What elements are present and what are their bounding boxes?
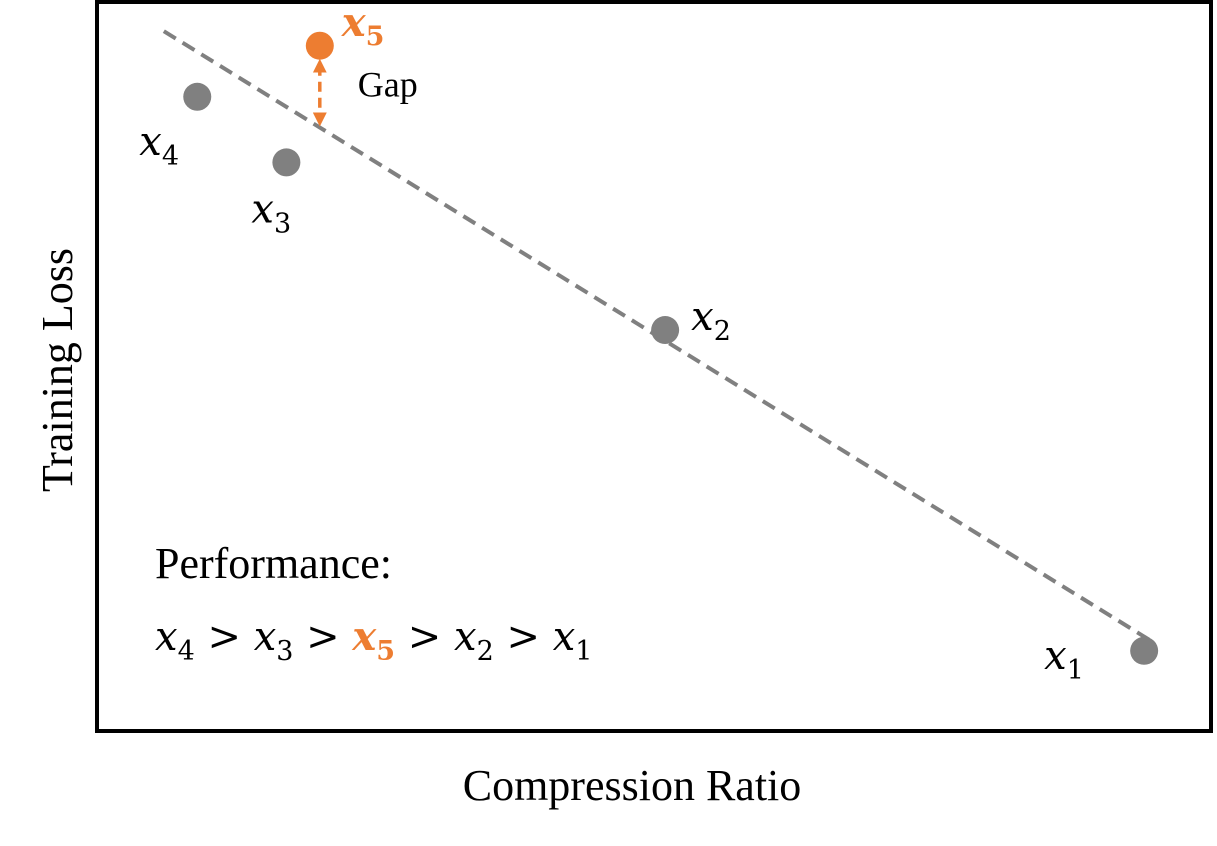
performance-order: x4 > x3 > x5 > x2 > x1 (155, 613, 592, 667)
performance-title: Performance: (155, 539, 392, 588)
plot-frame (95, 0, 1213, 733)
point-label-x1: x1 (1044, 633, 1084, 686)
point-label-x4: x4 (139, 119, 179, 172)
point-x4 (183, 82, 212, 111)
point-label-x5: x5 (341, 0, 385, 53)
point-x1 (1130, 636, 1159, 665)
gap-label: Gap (358, 65, 418, 105)
point-label-x2: x2 (691, 294, 731, 347)
x-axis-title: Compression Ratio (463, 761, 802, 810)
point-x5 (305, 31, 334, 60)
point-labels: x1 x2 x3 x4 x5 (139, 0, 1084, 686)
data-points (183, 31, 1159, 665)
point-label-x3: x3 (251, 186, 291, 239)
point-x3 (272, 148, 301, 177)
y-axis-title: Training Loss (33, 248, 82, 492)
point-x2 (651, 316, 680, 345)
